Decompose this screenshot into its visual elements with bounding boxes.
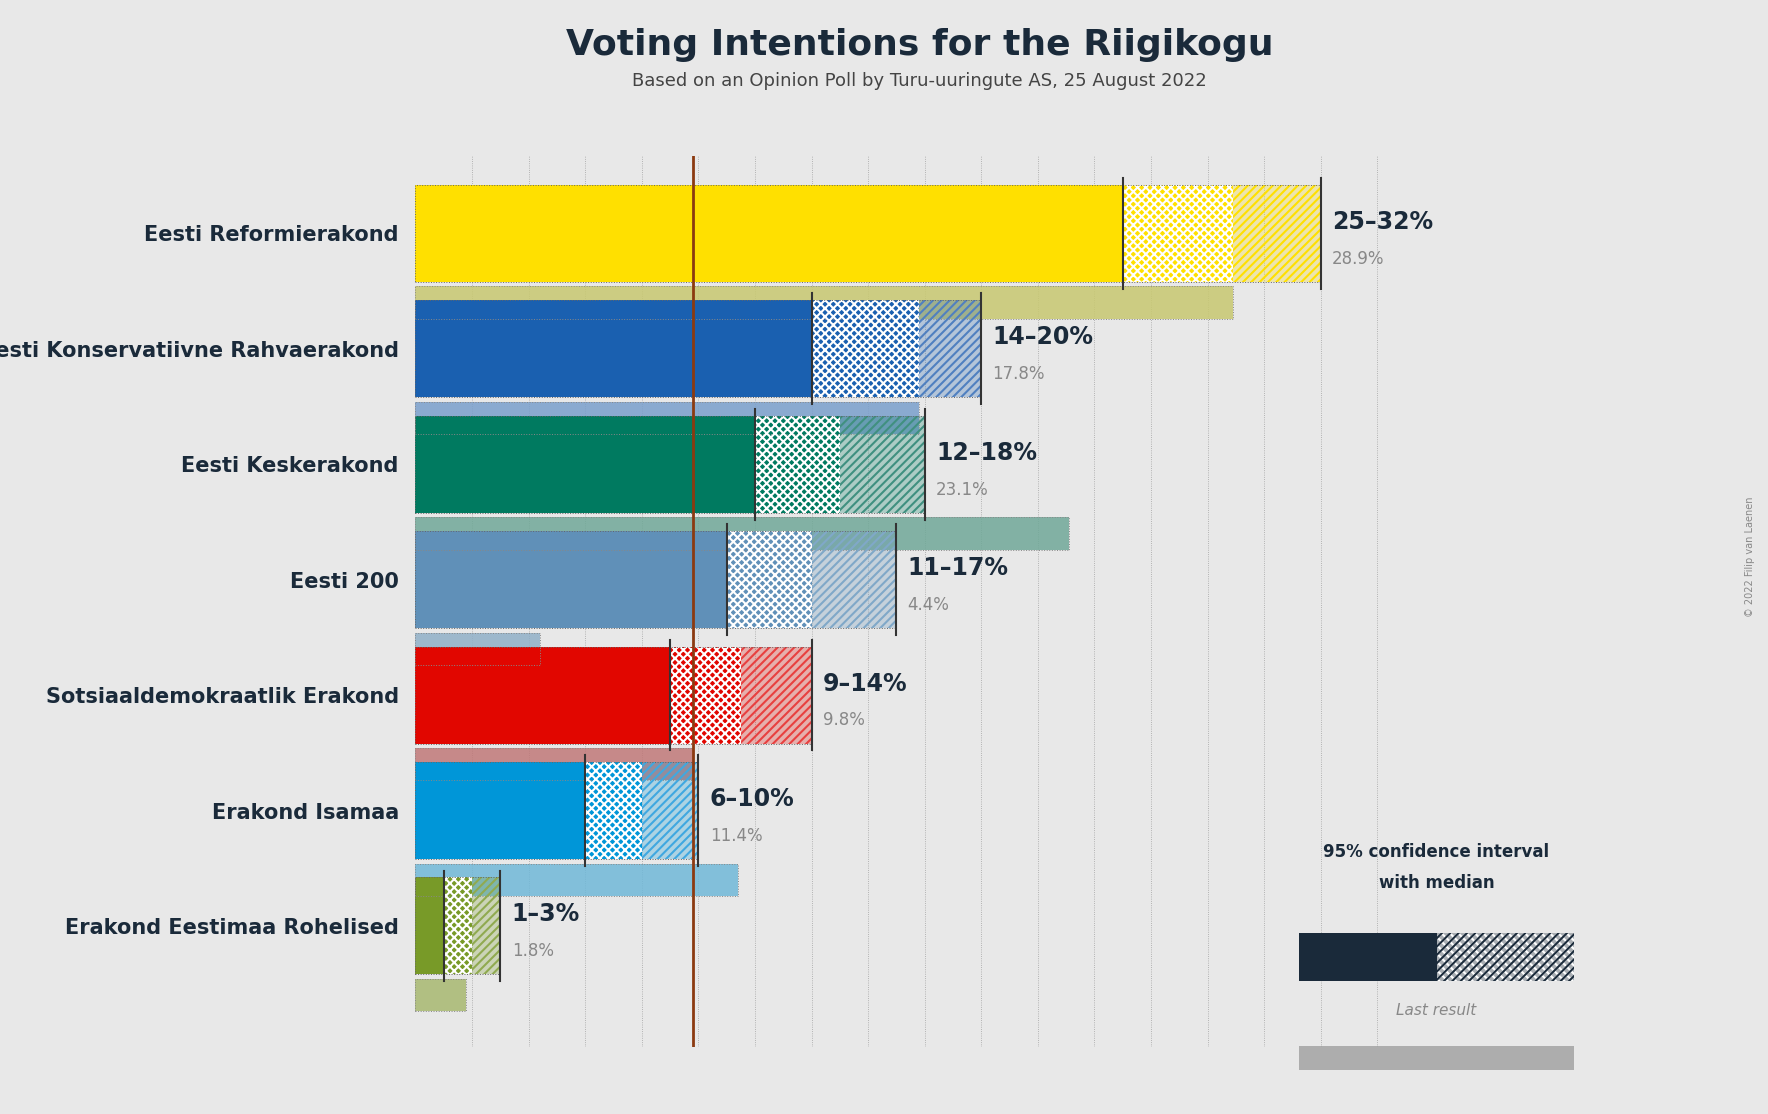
Text: 11–17%: 11–17% [907, 556, 1010, 580]
Bar [1437, 934, 1574, 980]
Bar [444, 878, 472, 975]
Bar [415, 762, 642, 859]
Bar [755, 416, 840, 512]
Bar [1123, 185, 1232, 282]
Bar [1123, 185, 1232, 282]
Bar [415, 402, 919, 434]
Text: 14–20%: 14–20% [992, 325, 1094, 349]
Bar [727, 531, 812, 628]
Text: 9–14%: 9–14% [822, 672, 907, 695]
Bar [727, 531, 812, 628]
Text: 6–10%: 6–10% [709, 786, 794, 811]
Text: 25–32%: 25–32% [1331, 209, 1434, 234]
Bar [812, 301, 919, 398]
Bar [472, 878, 500, 975]
Text: Based on an Opinion Poll by Turu-uuringute AS, 25 August 2022: Based on an Opinion Poll by Turu-uuringu… [631, 72, 1208, 90]
Bar [415, 633, 539, 665]
Bar [812, 531, 896, 628]
Bar [415, 517, 1070, 549]
Bar [415, 301, 919, 398]
Bar [812, 531, 896, 628]
Bar [919, 301, 981, 398]
Bar [415, 646, 741, 743]
Bar [840, 416, 925, 512]
Bar [1437, 934, 1574, 980]
Bar [642, 762, 698, 859]
Text: 17.8%: 17.8% [992, 365, 1045, 383]
Bar [415, 416, 840, 512]
Bar [840, 416, 925, 512]
Text: Voting Intentions for the Riigikogu: Voting Intentions for the Riigikogu [566, 28, 1273, 62]
Bar [585, 762, 642, 859]
Bar [415, 185, 1232, 282]
Text: 1–3%: 1–3% [511, 902, 580, 927]
Bar [670, 646, 741, 743]
Bar [585, 762, 642, 859]
Bar [919, 301, 981, 398]
Bar [1232, 185, 1321, 282]
Bar [741, 646, 812, 743]
Bar [415, 749, 693, 781]
Text: Last result: Last result [1397, 1003, 1476, 1018]
Bar [415, 286, 1232, 319]
Bar [812, 301, 919, 398]
Bar [1299, 934, 1437, 980]
Text: 4.4%: 4.4% [907, 596, 949, 614]
Text: 1.8%: 1.8% [511, 942, 553, 960]
Text: with median: with median [1379, 874, 1494, 892]
Bar [444, 878, 472, 975]
Bar [415, 878, 472, 975]
Bar [670, 646, 741, 743]
Text: 28.9%: 28.9% [1331, 250, 1384, 267]
Bar [1437, 934, 1574, 980]
Text: 9.8%: 9.8% [822, 712, 865, 730]
Bar [415, 863, 737, 896]
Bar [415, 531, 812, 628]
Text: 23.1%: 23.1% [935, 480, 988, 499]
Text: 95% confidence interval: 95% confidence interval [1324, 843, 1549, 861]
Text: © 2022 Filip van Laenen: © 2022 Filip van Laenen [1745, 497, 1756, 617]
Bar [741, 646, 812, 743]
Bar [755, 416, 840, 512]
Text: 11.4%: 11.4% [709, 827, 762, 844]
Bar [1232, 185, 1321, 282]
Bar [642, 762, 698, 859]
Bar [415, 979, 467, 1012]
Bar [472, 878, 500, 975]
Bar [1299, 1046, 1574, 1071]
Text: 12–18%: 12–18% [935, 441, 1038, 465]
